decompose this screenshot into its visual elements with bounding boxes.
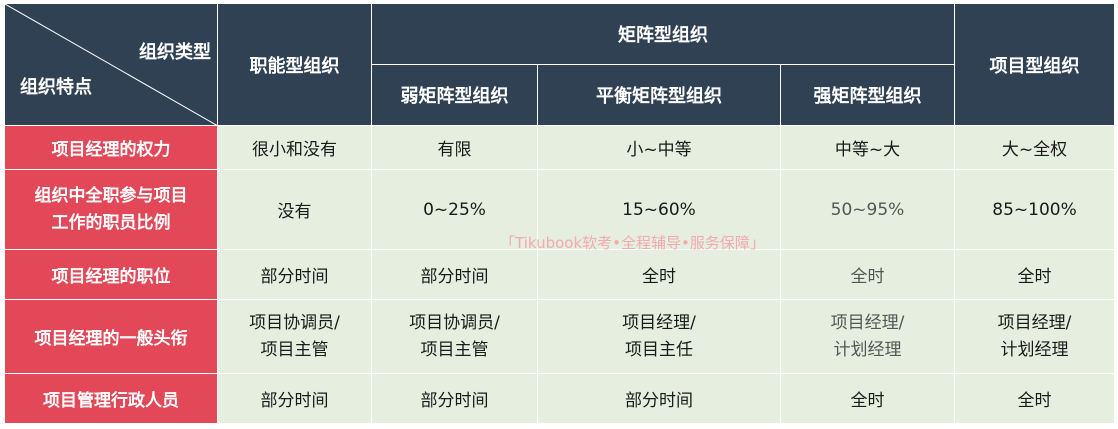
table-row: 组织中全职参与项目 工作的职员比例 没有 0~25% 15~60% 50~95%…: [4, 169, 1116, 250]
corner-top-label: 组织类型: [139, 42, 211, 63]
row-header-pm-admin-staff: 项目管理行政人员: [4, 373, 218, 424]
diagonal-divider: [5, 4, 217, 125]
table-cell: 很小和没有: [217, 125, 372, 170]
table-cell: 0~25%: [371, 169, 538, 250]
table-row: 项目经理的权力 很小和没有 有限 小~中等 中等~大 大~全权: [4, 125, 1116, 170]
row-header-line: 工作的职员比例: [51, 212, 171, 233]
table-cell: 部分时间: [371, 373, 538, 424]
table-cell: 85~100%: [954, 169, 1116, 250]
cell-line: 项目主管: [260, 339, 329, 360]
col-header-projectized: 项目型组织: [954, 3, 1116, 126]
table-cell: 没有: [217, 169, 372, 250]
col-header-functional: 职能型组织: [217, 3, 372, 126]
table-row: 项目经理的一般头衔 项目协调员/ 项目主管 项目协调员/ 项目主管 项目经理/ …: [4, 299, 1116, 374]
cell-line: 项目经理/: [622, 312, 696, 333]
col-header-weak-matrix: 弱矩阵型组织: [371, 64, 538, 126]
row-header-pm-authority: 项目经理的权力: [4, 125, 218, 170]
corner-header: 组织类型 组织特点: [4, 3, 218, 126]
table-cell: 全时: [954, 249, 1116, 300]
row-header-line: 组织中全职参与项目: [34, 185, 188, 206]
cell-line: 项目协调员/: [409, 312, 500, 333]
table-cell: 部分时间: [217, 373, 372, 424]
row-header-pm-title: 项目经理的一般头衔: [4, 299, 218, 374]
table-cell: 小~中等: [537, 125, 781, 170]
table-cell: 项目协调员/ 项目主管: [371, 299, 538, 374]
cell-line: 项目主任: [625, 339, 693, 360]
table-cell: 50~95%: [779, 169, 956, 250]
table-cell: 有限: [371, 125, 538, 170]
table-cell: 项目协调员/ 项目主管: [217, 299, 372, 374]
cell-line: 项目主管: [420, 339, 489, 360]
cell-line: 项目经理/: [830, 312, 905, 333]
cell-line: 项目经理/: [997, 312, 1072, 333]
table-cell: 部分时间: [371, 249, 538, 300]
row-header-pm-position: 项目经理的职位: [4, 249, 218, 300]
col-header-balanced-matrix: 平衡矩阵型组织: [537, 64, 781, 126]
table-row: 项目管理行政人员 部分时间 部分时间 部分时间 全时 全时: [4, 373, 1116, 424]
col-header-strong-matrix: 强矩阵型组织: [779, 64, 956, 126]
table-cell: 大~全权: [954, 125, 1116, 170]
table-cell: 全时: [779, 373, 956, 424]
table-cell: 部分时间: [217, 249, 372, 300]
table-cell: 项目经理/ 计划经理: [954, 299, 1116, 374]
table-cell: 项目经理/ 计划经理: [779, 299, 956, 374]
cell-line: 计划经理: [833, 339, 902, 360]
col-header-matrix: 矩阵型组织: [370, 3, 956, 65]
org-structure-comparison-table: 组织类型 组织特点 职能型组织 矩阵型组织 项目型组织 弱矩阵型组织 平衡矩阵型…: [4, 3, 1116, 424]
table-cell: 项目经理/ 项目主任: [537, 299, 781, 374]
table-row: 项目经理的职位 部分时间 部分时间 全时 全时 全时: [4, 249, 1116, 300]
table-cell: 全时: [537, 249, 781, 300]
table-cell: 全时: [954, 373, 1116, 424]
cell-line: 计划经理: [1000, 339, 1069, 360]
row-header-fulltime-staff-ratio: 组织中全职参与项目 工作的职员比例: [4, 169, 218, 250]
cell-line: 项目协调员/: [249, 312, 340, 333]
corner-bottom-label: 组织特点: [20, 77, 92, 98]
table-cell: 全时: [779, 249, 956, 300]
table-cell: 15~60%: [537, 169, 781, 250]
table-cell: 中等~大: [779, 125, 956, 170]
table-cell: 部分时间: [537, 373, 781, 424]
